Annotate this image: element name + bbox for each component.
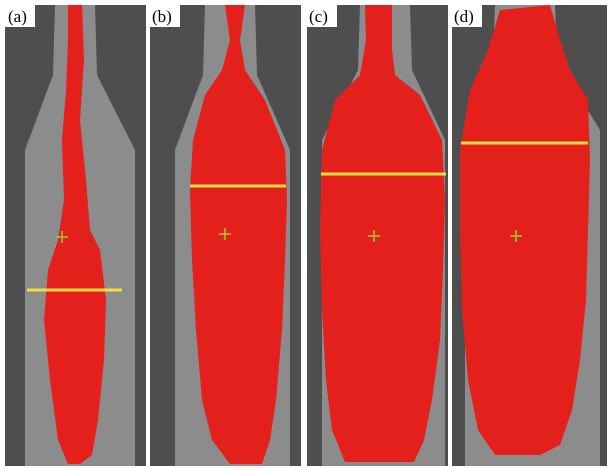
panel: (b) [150,5,301,466]
figure: (a) (b) (c) (d) [0,0,612,469]
particle-bed [460,5,590,455]
panel: (a) [5,5,146,466]
panel: (d) [452,5,607,466]
panel: (c) [307,5,448,466]
panel-label: (c) [309,7,328,26]
panel-label: (b) [152,7,172,26]
panel-label: (a) [8,7,27,26]
panel-label: (d) [454,7,474,26]
